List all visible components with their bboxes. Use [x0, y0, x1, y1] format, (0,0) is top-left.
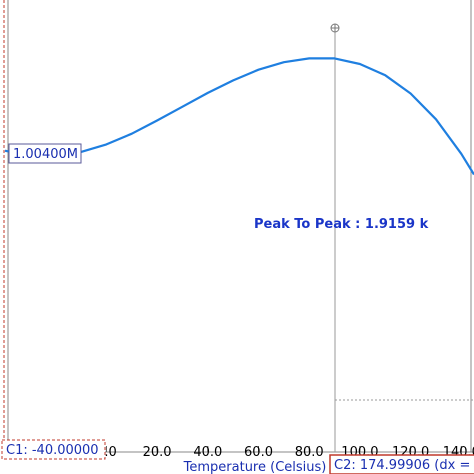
peak-to-peak-annotation: Peak To Peak : 1.9159 k — [254, 217, 429, 232]
x-tick-label: 60.0 — [244, 445, 273, 460]
cursor2-text: C2: 174.99906 (dx = — [334, 458, 470, 473]
peak-marker[interactable] — [330, 23, 340, 33]
cursor1-readout[interactable]: C1: -40.00000 — [1, 439, 106, 460]
cursor2-readout[interactable]: C2: 174.99906 (dx = — [329, 454, 474, 474]
series-layer — [4, 57, 474, 176]
x-axis-label: Temperature (Celsius) — [183, 460, 327, 474]
y-value-label: 1.00400M — [13, 147, 78, 162]
x-tick-label: 40.0 — [193, 445, 222, 460]
x-tick-label: 80.0 — [295, 445, 324, 460]
series-line-0 — [4, 57, 474, 176]
y-value-label-box: 1.00400M — [8, 143, 82, 164]
cursor1-text: C1: -40.00000 — [6, 443, 99, 458]
x-tick-label: 20.0 — [143, 445, 172, 460]
